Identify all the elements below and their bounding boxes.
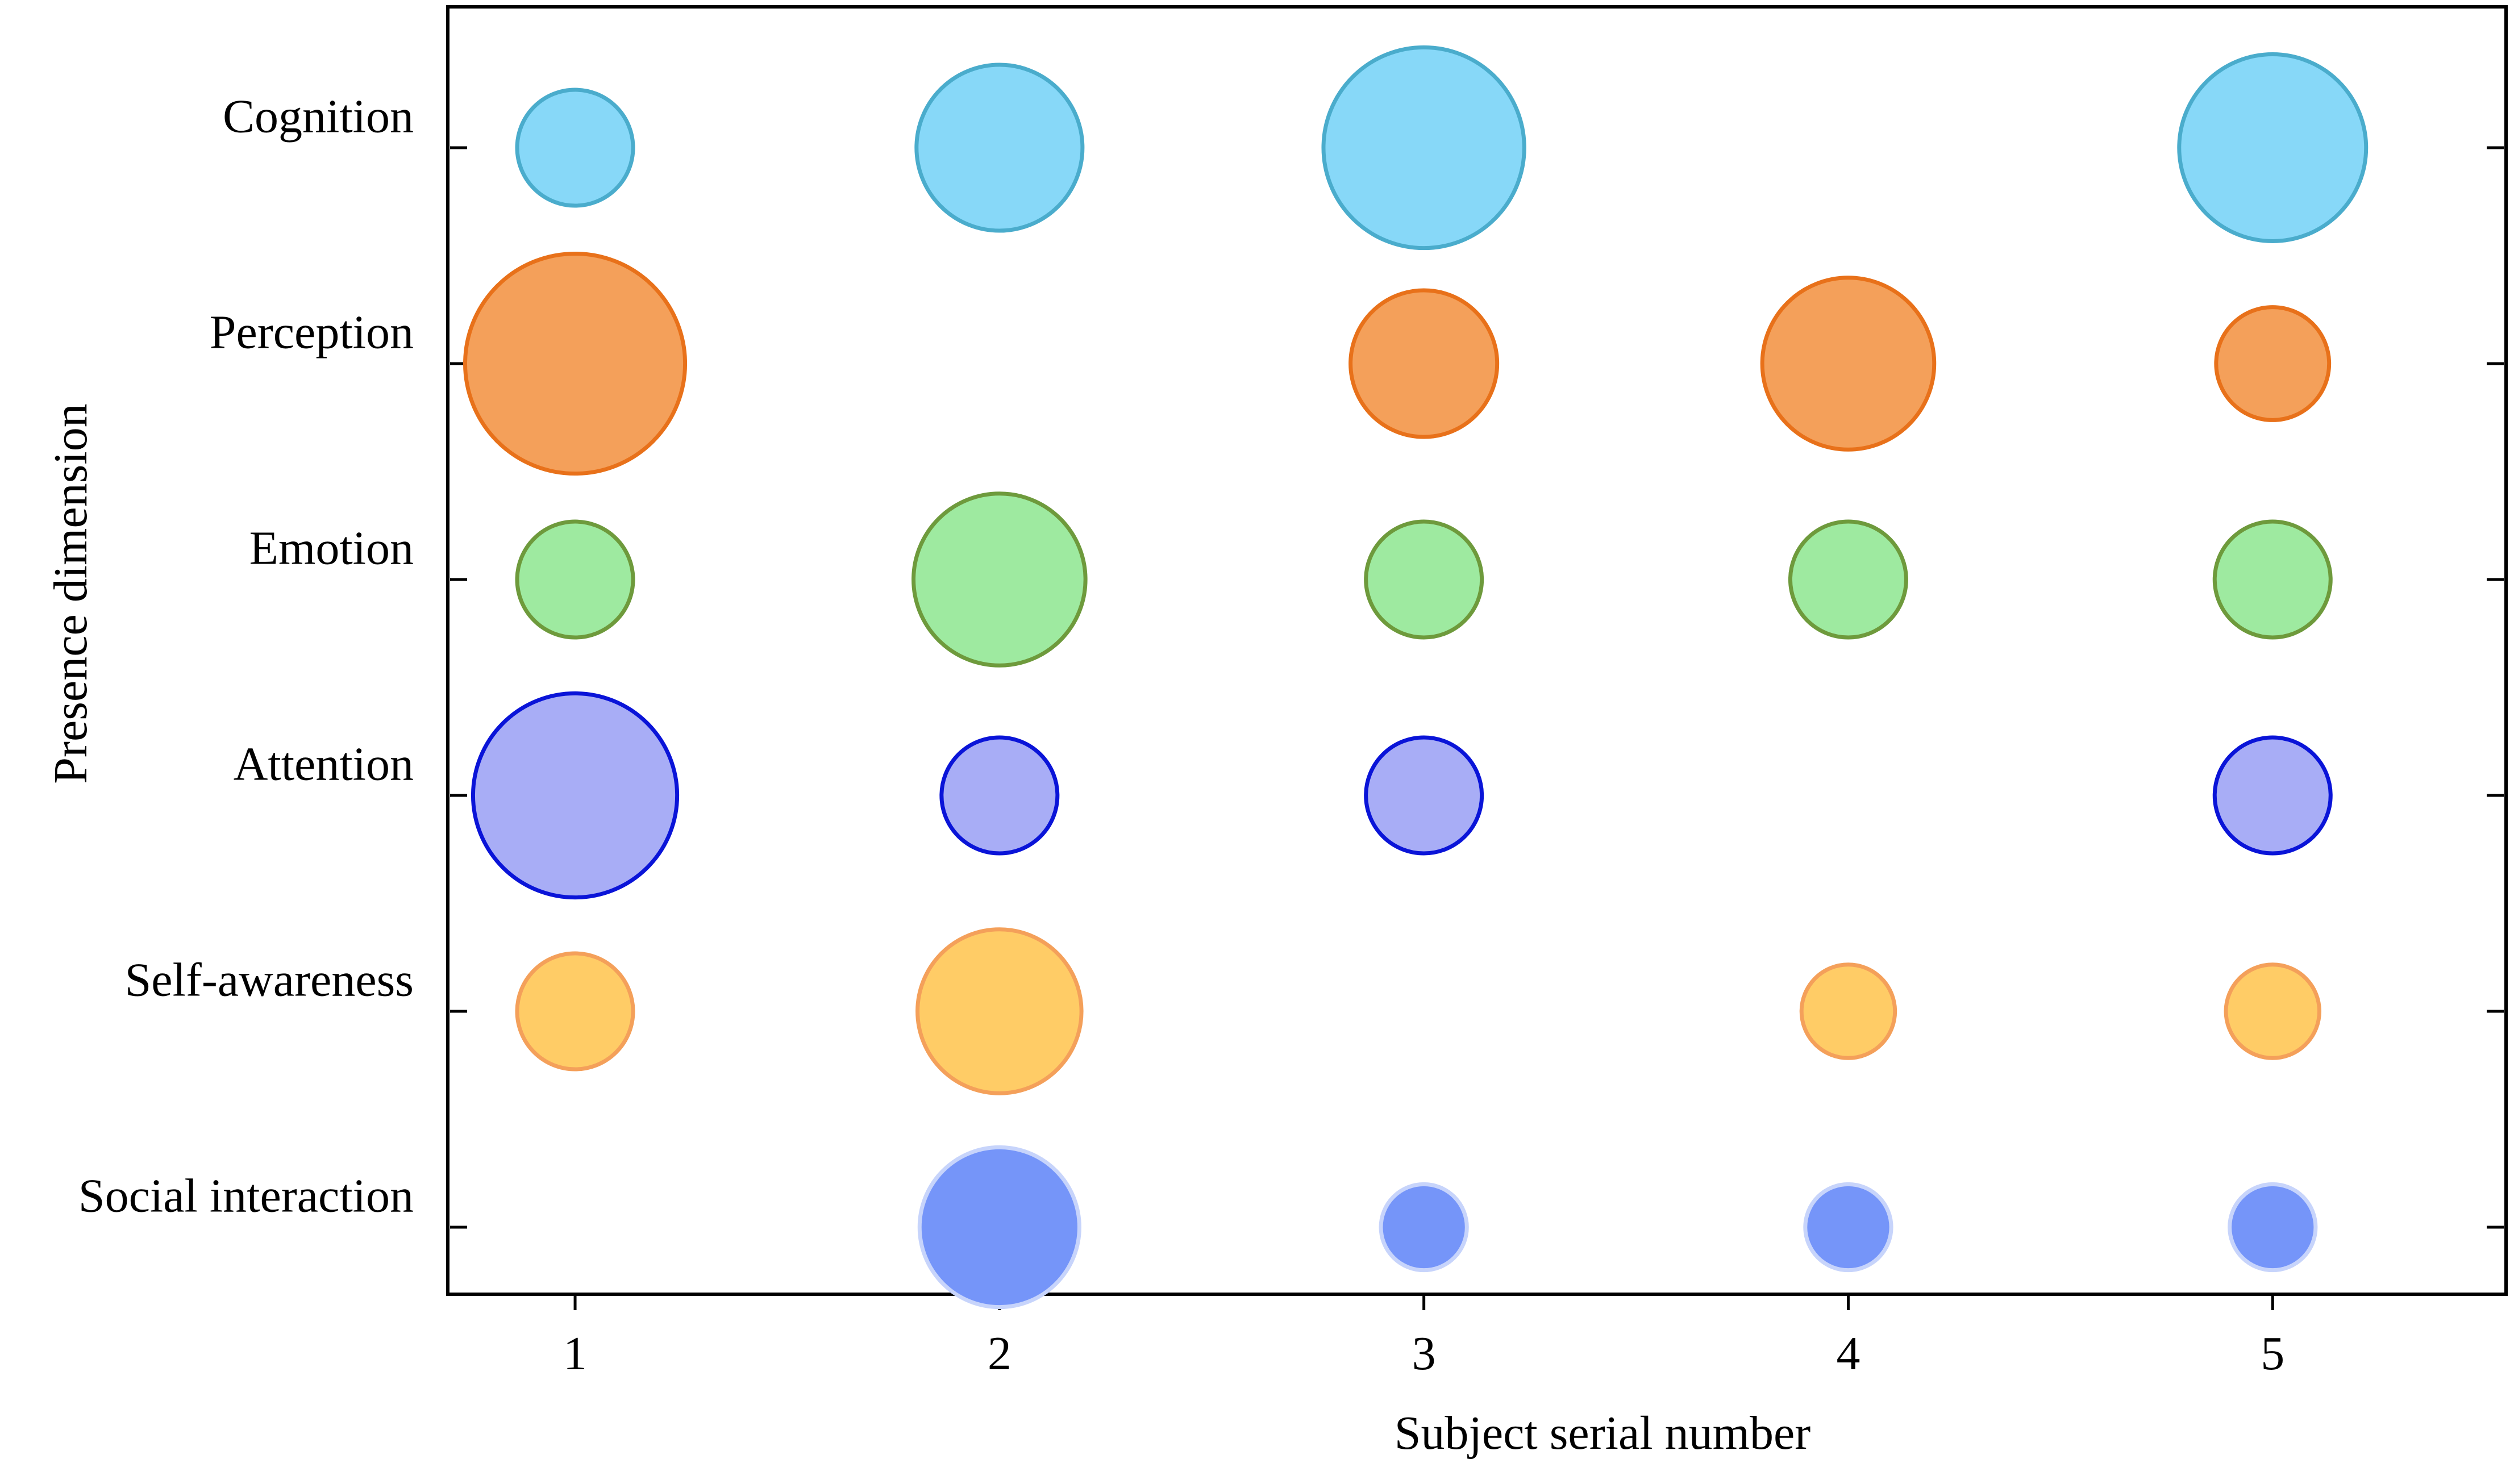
x-tick-label: 3 <box>1412 1327 1436 1380</box>
bubble-perception-5 <box>2214 305 2332 422</box>
y-category-label: Self-awareness <box>125 954 414 1007</box>
y-category-label: Cognition <box>223 90 414 143</box>
bubble-self-awareness-5 <box>2224 962 2321 1060</box>
y-category-label: Social interaction <box>78 1170 414 1223</box>
x-axis-title: Subject serial number <box>1395 1407 1810 1460</box>
bubble-self-awareness-2 <box>915 927 1084 1095</box>
bubble-emotion-5 <box>2212 519 2333 640</box>
y-category-label: Attention <box>234 738 414 791</box>
x-tick-label: 4 <box>1836 1327 1860 1380</box>
bubble-emotion-3 <box>1364 519 1484 640</box>
bubble-cognition-1 <box>515 87 635 208</box>
bubble-perception-1 <box>463 251 688 476</box>
bubble-emotion-2 <box>911 491 1088 668</box>
bubble-emotion-4 <box>1788 519 1908 640</box>
x-tick-label: 5 <box>2261 1327 2284 1380</box>
plot-border <box>446 5 2508 1296</box>
axis-labels: 1 2 3 4 5 Cognition Perception Emotion Attention… <box>78 90 2284 1381</box>
axis-ticks <box>450 146 2504 1310</box>
bubble-attention-5 <box>2212 735 2333 856</box>
y-category-label: Perception <box>210 306 414 359</box>
bubble-cognition-3 <box>1321 45 1526 251</box>
x-tick-label: 2 <box>988 1327 1012 1380</box>
bubbles <box>463 45 2369 1310</box>
y-category-label: Emotion <box>249 522 414 575</box>
bubble-self-awareness-4 <box>1799 962 1897 1060</box>
bubble-social-interaction-4 <box>1803 1182 1893 1273</box>
bubble-emotion-1 <box>515 519 635 640</box>
bubble-attention-2 <box>939 735 1060 856</box>
bubble-cognition-2 <box>914 62 1085 233</box>
bubble-social-interaction-2 <box>917 1145 1081 1310</box>
bubble-perception-4 <box>1760 276 1937 452</box>
plot-frame <box>446 5 2508 1296</box>
bubble-perception-3 <box>1348 288 1500 439</box>
bubble-attention-3 <box>1364 735 1484 856</box>
y-axis-title: Presence dimension <box>44 403 97 784</box>
bubble-social-interaction-3 <box>1379 1182 1469 1273</box>
bubble-attention-1 <box>471 691 680 900</box>
bubble-self-awareness-1 <box>515 951 635 1072</box>
bubble-social-interaction-5 <box>2228 1182 2318 1273</box>
bubble-cognition-5 <box>2177 52 2369 243</box>
x-tick-label: 1 <box>563 1327 587 1380</box>
